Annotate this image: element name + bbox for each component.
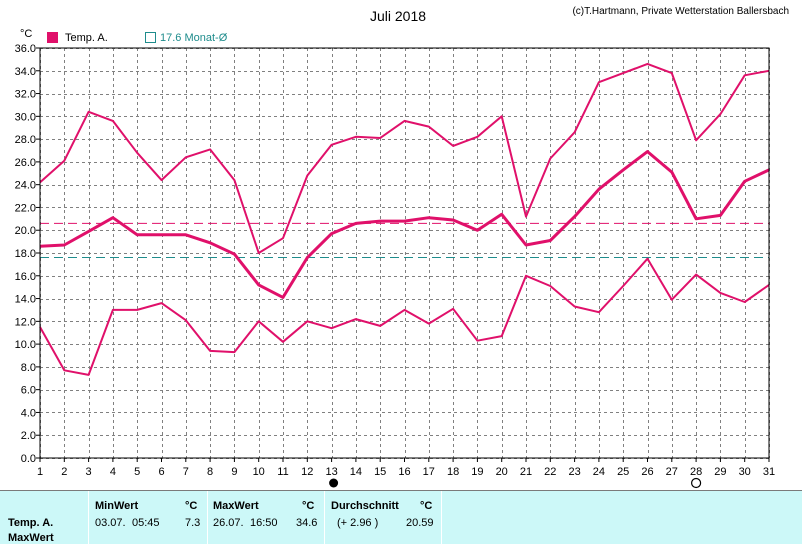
max-header: MaxWert	[213, 500, 259, 512]
x-tick-label: 11	[277, 466, 288, 478]
x-tick-label: 3	[86, 466, 92, 478]
x-tick-label: 2	[61, 466, 67, 478]
y-axis-ticks: 0.0 2.0 4.0 6.0 8.0 10.0 12.0 14.0 16.0 18.0 20.0 2…	[15, 43, 40, 465]
x-tick-label: 23	[568, 466, 580, 478]
x-tick-label: 6	[158, 466, 164, 478]
x-tick-label: 25	[617, 466, 629, 478]
x-tick-label: 31	[763, 466, 775, 478]
y-tick-label: 12.0	[15, 316, 36, 328]
x-tick-label: 13	[325, 466, 337, 478]
x-tick-label: 18	[447, 466, 459, 478]
chart-title: Juli 2018	[370, 8, 426, 24]
summary-row-label: Temp. A.	[8, 517, 54, 529]
avg-header: Durchschnitt	[331, 500, 399, 512]
legend-temp-label: Temp. A.	[65, 32, 108, 44]
full-moon-icon	[690, 477, 702, 489]
y-tick-label: 20.0	[15, 225, 36, 237]
series-line-mean	[39, 150, 770, 299]
x-tick-label: 28	[690, 466, 702, 478]
y-tick-label: 34.0	[15, 66, 36, 78]
y-tick-label: 14.0	[15, 294, 36, 306]
series-lines	[39, 62, 770, 376]
y-tick-label: 4.0	[21, 407, 36, 419]
x-tick-label: 14	[350, 466, 362, 478]
max-unit: °C	[302, 500, 315, 512]
x-tick-label: 29	[714, 466, 726, 478]
y-tick-label: 30.0	[15, 111, 36, 123]
y-tick-label: 8.0	[21, 362, 36, 374]
min-unit: °C	[185, 500, 198, 512]
min-value: 7.3	[185, 517, 201, 529]
x-tick-label: 27	[666, 466, 678, 478]
y-tick-label: 16.0	[15, 271, 36, 283]
x-tick-label: 1	[37, 466, 43, 478]
legend-temp-swatch	[47, 32, 58, 43]
x-tick-label: 26	[641, 466, 653, 478]
x-tick-label: 30	[739, 466, 751, 478]
x-tick-label: 20	[496, 466, 508, 478]
temperature-chart: Juli 2018 (c)T.Hartmann, Private Wetters…	[15, 6, 789, 489]
y-tick-label: 32.0	[15, 89, 36, 101]
y-tick-label: 22.0	[15, 202, 36, 214]
min-header: MinWert	[95, 500, 139, 512]
x-tick-label: 19	[471, 466, 483, 478]
x-tick-label: 8	[207, 466, 213, 478]
x-tick-label: 5	[134, 466, 140, 478]
x-tick-label: 15	[374, 466, 386, 478]
x-tick-label: 12	[301, 466, 313, 478]
reference-lines	[40, 222, 769, 259]
max-value: 34.6	[296, 517, 318, 529]
x-tick-label: 16	[398, 466, 410, 478]
x-tick-label: 22	[544, 466, 556, 478]
avg-value: 20.59	[406, 517, 434, 529]
y-axis-unit: °C	[20, 28, 32, 40]
avg-delta: (+ 2.96 )	[337, 517, 379, 529]
y-tick-label: 28.0	[15, 134, 36, 146]
x-tick-label: 10	[253, 466, 265, 478]
summary-row-label-2: MaxWert	[8, 532, 54, 544]
y-tick-label: 24.0	[15, 180, 36, 192]
x-tick-label: 21	[520, 466, 532, 478]
y-tick-label: 10.0	[15, 339, 36, 351]
moon-phase-markers	[329, 477, 702, 489]
x-tick-label: 4	[110, 466, 116, 478]
grid	[40, 48, 770, 459]
y-tick-label: 6.0	[21, 385, 36, 397]
summary-panel: Temp. A. MaxWert MinWert °C 03.07. 05:45…	[0, 490, 802, 544]
x-tick-label: 7	[183, 466, 189, 478]
new-moon-icon	[329, 478, 339, 488]
y-tick-label: 26.0	[15, 157, 36, 169]
max-date: 26.07.	[213, 517, 244, 529]
chart-credit: (c)T.Hartmann, Private Wetterstation Bal…	[572, 6, 789, 17]
max-time: 16:50	[250, 517, 278, 529]
series-line-min	[39, 257, 770, 376]
y-tick-label: 18.0	[15, 248, 36, 260]
y-tick-label: 0.0	[21, 453, 36, 465]
min-date: 03.07.	[95, 517, 126, 529]
x-tick-label: 17	[423, 466, 435, 478]
y-tick-label: 36.0	[15, 43, 36, 55]
x-tick-label: 24	[593, 466, 605, 478]
x-tick-label: 9	[231, 466, 237, 478]
legend-avg-swatch	[145, 32, 156, 43]
x-axis-ticks: 1 2 3 4 5 6 7 8 9 10 11 12 13 14 15 16 17 18 19 20 21 22 23 24 2…	[37, 458, 775, 478]
avg-unit: °C	[420, 500, 433, 512]
y-tick-label: 2.0	[21, 430, 36, 442]
series-line-max	[39, 62, 770, 254]
min-time: 05:45	[132, 517, 160, 529]
legend-avg-label: 17.6 Monat-Ø	[160, 32, 228, 44]
